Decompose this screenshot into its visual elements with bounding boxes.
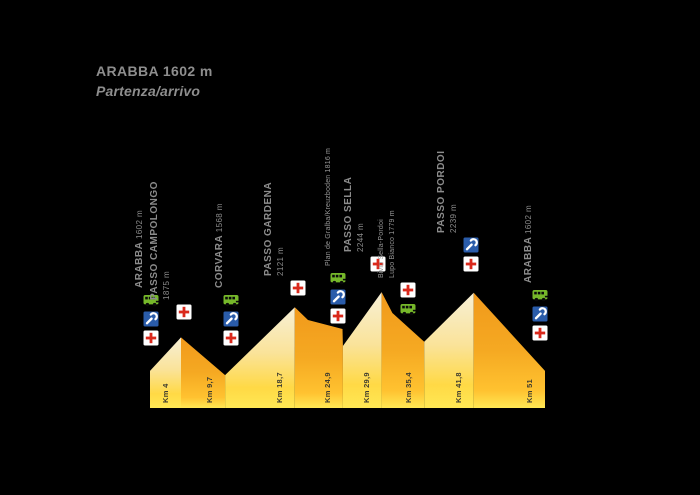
station-elevation: 1602 m [524, 204, 533, 237]
station-name: PASSO PORDOI [436, 150, 447, 234]
station-label-line: ARABBA 1602 m [522, 205, 534, 283]
profile-segment-ascent [150, 337, 181, 408]
km-mark-label: Km 29,9 [361, 372, 371, 403]
station-label-arabba-start: ARABBA 1602 m [133, 210, 145, 288]
station-label-passo-gardena: PASSO GARDENA 2121 m [262, 182, 286, 276]
mechanic-wrench-icon [223, 311, 239, 327]
station-name: ARABBA [523, 236, 534, 283]
mountain-segments [150, 292, 545, 408]
station-label-corvara: CORVARA 1568 m [213, 203, 225, 288]
mechanic-wrench-icon [330, 289, 346, 305]
profile-segment-ascent [342, 292, 382, 408]
station-note: Bivio Sella-Pordoi [378, 219, 385, 278]
station-label-line: 2239 m [447, 151, 459, 233]
station-label-line: ARABBA 1602 m [133, 210, 145, 288]
station-label-line: PASSO PORDOI [435, 151, 447, 234]
km-mark-label: Km 35,4 [404, 372, 414, 403]
station-label-line: 2244 m [354, 177, 366, 252]
km-mark-label: Km 18,7 [274, 372, 284, 403]
km-mark-label: Km 24,9 [322, 372, 332, 403]
station-name: ARABBA [134, 241, 145, 288]
profile-segment-ascent [424, 292, 474, 408]
shuttle-bus-icon [330, 270, 346, 286]
station-label-line: PASSO GARDENA [262, 182, 274, 276]
km-mark-label: Km 4 [160, 383, 170, 403]
station-elevation: 2239 m [449, 203, 458, 233]
station-elevation: 2121 m [276, 246, 285, 276]
station-elevation: 1875 m [162, 270, 171, 300]
first-aid-icon [463, 256, 479, 272]
station-label-passo-pordoi: PASSO PORDOI 2239 m [435, 151, 459, 234]
station-name: PASSO GARDENA [263, 181, 274, 276]
first-aid-icon [176, 304, 192, 320]
profile-segment-descent [294, 307, 343, 408]
station-label-line: Bivio Sella-Pordoi [375, 210, 386, 278]
first-aid-icon [223, 330, 239, 346]
station-elevation: 2244 m [356, 222, 365, 252]
station-name: PASSO SELLA [343, 176, 354, 252]
profile-segment-descent [473, 292, 545, 408]
mechanic-wrench-icon [143, 311, 159, 327]
station-label-line: PASSO SELLA [342, 177, 354, 252]
shuttle-bus-icon [400, 301, 416, 317]
mechanic-wrench-icon [463, 237, 479, 253]
station-elevation: 1602 m [135, 209, 144, 242]
page-title: ARABBA 1602 m [96, 63, 213, 79]
station-label-arabba-end: ARABBA 1602 m [522, 205, 534, 283]
first-aid-icon [400, 282, 416, 298]
station-note: Plan de Gralba/Kreuzboden 1816 m [324, 147, 332, 266]
station-label-passo-campolongo: PASSO CAMPOLONGO 1875 m [148, 181, 172, 300]
station-label-line: Plan de Gralba/Kreuzboden 1816 m [322, 148, 333, 266]
km-mark-label: Km 51 [524, 378, 534, 403]
shuttle-bus-icon [532, 287, 548, 303]
profile-segment-descent [181, 337, 226, 408]
page-subtitle: Partenza/arrivo [96, 83, 201, 99]
mechanic-wrench-icon [532, 306, 548, 322]
station-name: PASSO CAMPOLONGO [149, 181, 160, 300]
km-mark-label: Km 9,7 [205, 376, 215, 403]
station-label-passo-sella: PASSO SELLA 2244 m [342, 177, 366, 252]
station-label-line: Lupo Bianco 1779 m [386, 210, 397, 278]
station-label-plan-de-gralba: Plan de Gralba/Kreuzboden 1816 m [322, 148, 333, 266]
first-aid-icon [330, 308, 346, 324]
station-label-line: PASSO CAMPOLONGO [148, 181, 160, 300]
shuttle-bus-icon [223, 292, 239, 308]
km-mark-label: Km 41,8 [453, 372, 463, 403]
first-aid-icon [290, 280, 306, 296]
shuttle-bus-icon [143, 292, 159, 308]
station-label-lupo-bianco: Bivio Sella-Pordoi Lupo Bianco 1779 m [375, 210, 397, 278]
profile-segment-ascent [225, 307, 295, 408]
station-label-line: 2121 m [274, 182, 286, 276]
station-label-line: 1875 m [160, 181, 172, 300]
first-aid-icon [532, 325, 548, 341]
station-label-line: CORVARA 1568 m [213, 203, 225, 288]
first-aid-icon [370, 256, 386, 272]
station-name: CORVARA [214, 234, 225, 288]
profile-segment-descent [381, 292, 425, 408]
station-elevation: 1568 m [215, 203, 224, 235]
first-aid-icon [143, 330, 159, 346]
station-note: Lupo Bianco 1779 m [389, 210, 396, 278]
